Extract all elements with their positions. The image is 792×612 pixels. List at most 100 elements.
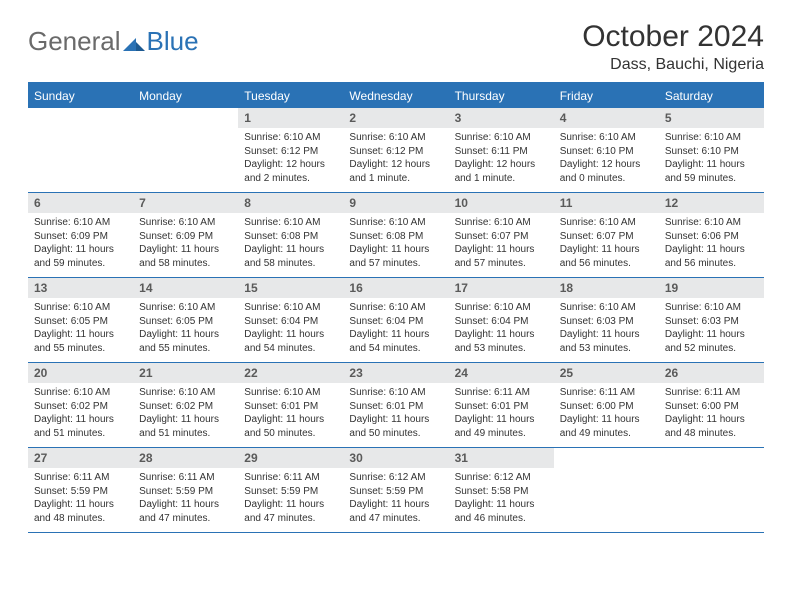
day-line: Daylight: 11 hours <box>665 158 758 172</box>
day-number: 19 <box>659 278 764 298</box>
day-cell: 8Sunrise: 6:10 AMSunset: 6:08 PMDaylight… <box>238 193 343 277</box>
day-line: Sunrise: 6:10 AM <box>455 301 548 315</box>
day-number: 18 <box>554 278 659 298</box>
day-number: 24 <box>449 363 554 383</box>
day-cell: 21Sunrise: 6:10 AMSunset: 6:02 PMDayligh… <box>133 363 238 447</box>
day-cell <box>133 108 238 192</box>
day-cell: 17Sunrise: 6:10 AMSunset: 6:04 PMDayligh… <box>449 278 554 362</box>
day-line: Sunset: 6:09 PM <box>34 230 127 244</box>
day-line: Sunset: 6:02 PM <box>34 400 127 414</box>
day-line: Daylight: 11 hours <box>349 498 442 512</box>
day-number: 14 <box>133 278 238 298</box>
day-body: Sunrise: 6:10 AMSunset: 6:03 PMDaylight:… <box>554 298 659 361</box>
page-subtitle: Dass, Bauchi, Nigeria <box>582 56 764 74</box>
day-line: Sunrise: 6:10 AM <box>665 131 758 145</box>
day-body: Sunrise: 6:10 AMSunset: 6:08 PMDaylight:… <box>238 213 343 276</box>
day-line: Sunset: 6:08 PM <box>244 230 337 244</box>
day-cell: 5Sunrise: 6:10 AMSunset: 6:10 PMDaylight… <box>659 108 764 192</box>
day-line: and 57 minutes. <box>455 257 548 271</box>
day-body: Sunrise: 6:10 AMSunset: 6:07 PMDaylight:… <box>554 213 659 276</box>
day-line: Daylight: 11 hours <box>244 243 337 257</box>
day-cell <box>659 448 764 532</box>
day-line: Daylight: 11 hours <box>139 243 232 257</box>
day-line: Sunrise: 6:10 AM <box>244 301 337 315</box>
logo: General Blue <box>28 20 199 57</box>
day-line: Sunrise: 6:10 AM <box>34 301 127 315</box>
day-number: 16 <box>343 278 448 298</box>
day-body: Sunrise: 6:11 AMSunset: 6:00 PMDaylight:… <box>659 383 764 446</box>
day-cell: 3Sunrise: 6:10 AMSunset: 6:11 PMDaylight… <box>449 108 554 192</box>
day-cell: 15Sunrise: 6:10 AMSunset: 6:04 PMDayligh… <box>238 278 343 362</box>
weekday-header: Sunday <box>28 84 133 108</box>
day-cell: 16Sunrise: 6:10 AMSunset: 6:04 PMDayligh… <box>343 278 448 362</box>
day-number: 22 <box>238 363 343 383</box>
day-line: and 49 minutes. <box>455 427 548 441</box>
day-line: and 56 minutes. <box>665 257 758 271</box>
day-line: Sunrise: 6:11 AM <box>139 471 232 485</box>
day-line: and 55 minutes. <box>34 342 127 356</box>
day-line: Daylight: 11 hours <box>455 413 548 427</box>
day-number: 13 <box>28 278 133 298</box>
day-line: and 1 minute. <box>455 172 548 186</box>
day-body: Sunrise: 6:10 AMSunset: 6:05 PMDaylight:… <box>28 298 133 361</box>
day-number: 20 <box>28 363 133 383</box>
day-line: Daylight: 11 hours <box>560 243 653 257</box>
day-line: Daylight: 11 hours <box>34 243 127 257</box>
day-number: 6 <box>28 193 133 213</box>
day-line: Sunset: 6:04 PM <box>244 315 337 329</box>
day-line: and 54 minutes. <box>244 342 337 356</box>
day-body: Sunrise: 6:11 AMSunset: 6:00 PMDaylight:… <box>554 383 659 446</box>
day-number: 2 <box>343 108 448 128</box>
day-line: Sunrise: 6:11 AM <box>560 386 653 400</box>
day-line: and 57 minutes. <box>349 257 442 271</box>
day-line: Sunrise: 6:10 AM <box>139 301 232 315</box>
day-line: Sunset: 6:05 PM <box>34 315 127 329</box>
day-cell: 6Sunrise: 6:10 AMSunset: 6:09 PMDaylight… <box>28 193 133 277</box>
day-cell: 4Sunrise: 6:10 AMSunset: 6:10 PMDaylight… <box>554 108 659 192</box>
day-line: Sunset: 6:01 PM <box>455 400 548 414</box>
day-cell: 28Sunrise: 6:11 AMSunset: 5:59 PMDayligh… <box>133 448 238 532</box>
day-body: Sunrise: 6:10 AMSunset: 6:05 PMDaylight:… <box>133 298 238 361</box>
day-line: and 58 minutes. <box>244 257 337 271</box>
day-body: Sunrise: 6:10 AMSunset: 6:12 PMDaylight:… <box>343 128 448 191</box>
day-cell: 24 Sunrise: 6:11 AMSunset: 6:01 PMDayligh… <box>449 363 554 447</box>
day-body <box>659 454 764 463</box>
day-line: Sunrise: 6:10 AM <box>560 301 653 315</box>
day-number: 1 <box>238 108 343 128</box>
day-line: and 46 minutes. <box>455 512 548 526</box>
day-number: 4 <box>554 108 659 128</box>
weeks-container: 1Sunrise: 6:10 AMSunset: 6:12 PMDaylight… <box>28 108 764 533</box>
day-body: Sunrise: 6:10 AMSunset: 6:04 PMDaylight:… <box>343 298 448 361</box>
day-cell: 30Sunrise: 6:12 AMSunset: 5:59 PMDayligh… <box>343 448 448 532</box>
day-line: Daylight: 11 hours <box>560 328 653 342</box>
day-line: Sunrise: 6:10 AM <box>665 301 758 315</box>
day-line: Sunset: 6:07 PM <box>560 230 653 244</box>
day-cell: 31Sunrise: 6:12 AMSunset: 5:58 PMDayligh… <box>449 448 554 532</box>
day-line: Sunrise: 6:11 AM <box>455 386 548 400</box>
day-number: 23 <box>343 363 448 383</box>
day-body: Sunrise: 6:11 AMSunset: 5:59 PMDaylight:… <box>133 468 238 531</box>
day-body: Sunrise: 6:11 AMSunset: 5:59 PMDaylight:… <box>238 468 343 531</box>
day-body: Sunrise: 6:10 AMSunset: 6:01 PMDaylight:… <box>238 383 343 446</box>
day-cell: 10Sunrise: 6:10 AMSunset: 6:07 PMDayligh… <box>449 193 554 277</box>
week-row: 20Sunrise: 6:10 AMSunset: 6:02 PMDayligh… <box>28 363 764 448</box>
day-cell: 29Sunrise: 6:11 AMSunset: 5:59 PMDayligh… <box>238 448 343 532</box>
day-line: Daylight: 11 hours <box>244 328 337 342</box>
day-line: and 53 minutes. <box>560 342 653 356</box>
day-number: 30 <box>343 448 448 468</box>
day-cell: 1Sunrise: 6:10 AMSunset: 6:12 PMDaylight… <box>238 108 343 192</box>
day-body <box>554 454 659 463</box>
day-line: Sunrise: 6:10 AM <box>139 216 232 230</box>
day-line: and 47 minutes. <box>139 512 232 526</box>
day-number: 10 <box>449 193 554 213</box>
weekday-header: Saturday <box>659 84 764 108</box>
day-line: Daylight: 11 hours <box>455 328 548 342</box>
day-cell: 20Sunrise: 6:10 AMSunset: 6:02 PMDayligh… <box>28 363 133 447</box>
day-number: 8 <box>238 193 343 213</box>
day-body <box>28 114 133 123</box>
day-line: Sunset: 6:09 PM <box>139 230 232 244</box>
weekday-header: Friday <box>554 84 659 108</box>
weekday-header: Thursday <box>449 84 554 108</box>
day-cell: 14Sunrise: 6:10 AMSunset: 6:05 PMDayligh… <box>133 278 238 362</box>
day-line: and 1 minute. <box>349 172 442 186</box>
